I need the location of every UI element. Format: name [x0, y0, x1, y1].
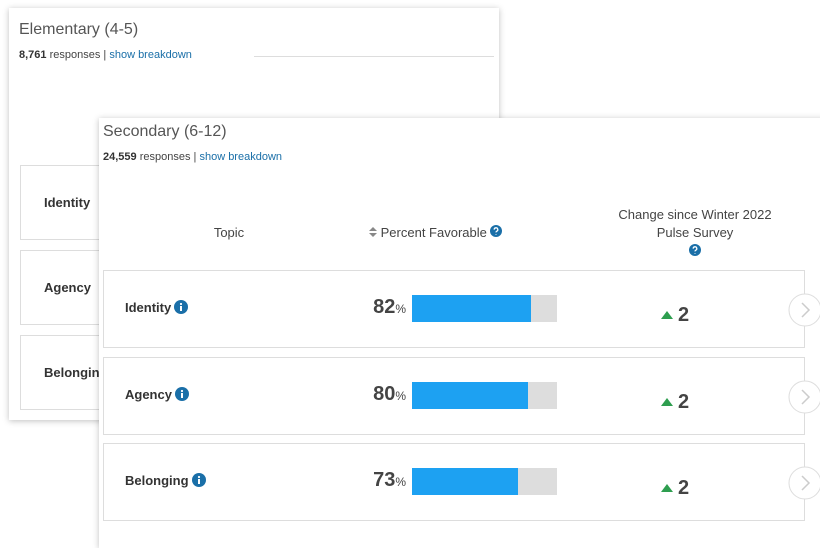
row-expand[interactable]	[787, 292, 820, 333]
responses-text: responses |	[49, 49, 107, 61]
topic-label: Agency	[44, 280, 91, 295]
percent-unit: %	[395, 475, 406, 489]
topic-row: Agency 80% 2	[103, 356, 820, 435]
topic-header: Topic	[213, 225, 245, 240]
card-title: Elementary (4-5)	[19, 21, 139, 38]
sort-icon	[369, 227, 377, 237]
responses: 8,761 responses | show breakdown	[19, 49, 192, 61]
topic-label: Agency	[125, 386, 172, 402]
breakdown-link[interactable]: show breakdown	[199, 151, 283, 163]
up-arrow	[661, 475, 673, 498]
topic-row: Belonging 73% 2	[103, 443, 820, 521]
change-number: 2	[678, 304, 690, 326]
bar-fill	[412, 295, 531, 322]
percent-value: 82%	[286, 296, 406, 319]
change-number: 2	[678, 390, 690, 413]
help-icon[interactable]	[490, 225, 503, 237]
up-arrow	[661, 302, 673, 325]
change-value: 2	[661, 302, 689, 327]
change-header: Change since Winter 2022 Pulse Survey	[585, 206, 805, 261]
topic-cell: Identity	[125, 300, 189, 317]
row-expand[interactable]	[787, 465, 820, 506]
change-number: 2	[678, 477, 690, 499]
percent-unit: %	[395, 302, 406, 316]
page: Elementary (4-5) 8,761 responses | show …	[19, 21, 820, 521]
topic-row: Identity 82% 2	[103, 270, 820, 348]
responses-text: responses |	[139, 151, 197, 163]
info-icon[interactable]	[191, 473, 206, 490]
percent-value: 73%	[286, 469, 406, 492]
info-icon[interactable]	[174, 386, 189, 404]
breakdown-link[interactable]: show breakdown	[109, 49, 192, 61]
row-expand[interactable]	[787, 379, 820, 420]
responses-count: 24,559	[103, 151, 137, 163]
info-icon[interactable]	[174, 300, 189, 317]
percent-header[interactable]: Percent Favorable	[369, 225, 503, 240]
responses-count: 8,761	[19, 49, 47, 61]
percent-number: 82	[373, 296, 396, 318]
card-title: Secondary (6-12)	[103, 123, 227, 140]
bar-fill	[412, 468, 518, 495]
change-header-line: Change since Winter 2022	[618, 207, 772, 222]
front-card: Secondary (6-12) 24,559 responses | show…	[99, 118, 820, 548]
help-icon[interactable]	[689, 244, 701, 256]
topic-cell: Belonging	[125, 473, 206, 490]
divider	[254, 56, 494, 57]
responses: 24,559 responses | show breakdown	[103, 151, 282, 163]
topic-cell: Agency	[125, 386, 189, 404]
up-arrow	[661, 389, 673, 412]
percent-header-text: Percent Favorable	[380, 225, 487, 240]
percent-number: 80	[373, 382, 396, 405]
change-value: 2	[661, 475, 689, 500]
topic-label: Identity	[125, 300, 172, 315]
percent-value: 80%	[286, 383, 406, 406]
bar-fill	[412, 381, 528, 409]
change-header-line: Pulse Survey	[656, 225, 734, 240]
percent-unit: %	[395, 388, 406, 403]
topic-label: Belonging	[44, 365, 108, 380]
topic-label: Identity	[44, 195, 91, 210]
change-value: 2	[661, 389, 689, 414]
topic-label: Belonging	[125, 473, 189, 488]
percent-number: 73	[373, 469, 396, 491]
